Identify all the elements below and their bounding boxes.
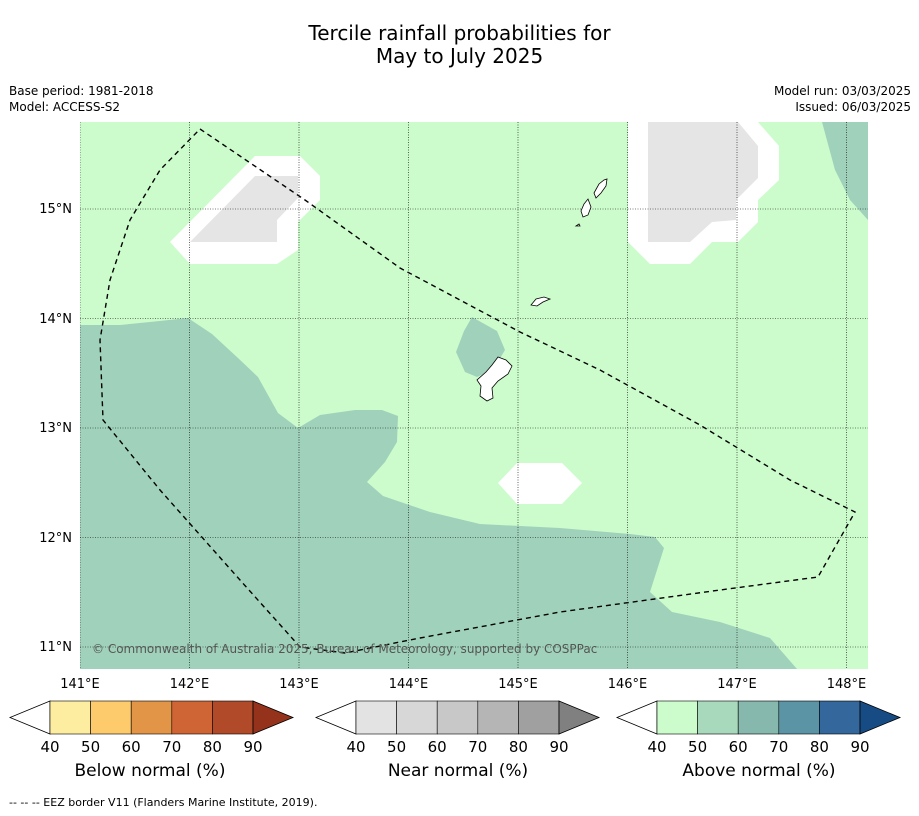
model-run: Model run: 03/03/2025 (773, 84, 911, 98)
colorbar-near-tick: 50 (387, 738, 406, 756)
lon-label-146: 146°E (608, 677, 648, 692)
colorbar-below-segment (130, 700, 173, 735)
colorbar-above: 40 50 60 70 80 90 (615, 700, 902, 756)
colorbar-above-segment (737, 700, 780, 735)
model-name: Model: ACCESS-S2 (9, 100, 121, 114)
island-aguijan (574, 223, 581, 227)
colorbar-above-tick: 40 (647, 738, 666, 756)
colorbar-above-segment (656, 700, 698, 735)
lon-label-143: 143°E (279, 677, 319, 692)
colorbar-near-segment (396, 700, 438, 735)
title-line-2: May to July 2025 (375, 44, 544, 68)
base-period: Base period: 1981-2018 (9, 84, 154, 98)
lat-labels: 15°N 14°N 13°N 12°N 11°N (39, 202, 72, 655)
colorbar-above-tick: 80 (810, 738, 829, 756)
colorbar-above-over (859, 700, 902, 735)
island-rota (530, 296, 552, 307)
graticule (80, 122, 868, 669)
map-area: © Commonwealth of Australia 2025, Bureau… (80, 122, 868, 669)
colorbar-below-tick: 60 (122, 738, 141, 756)
colorbar-near-segment (355, 700, 397, 735)
colorbar-above-segment (819, 700, 861, 735)
island-tinian (580, 198, 592, 218)
lon-label-141: 141°E (60, 677, 100, 692)
colorbar-below-tick: 40 (40, 738, 59, 756)
colorbar-below-segment (49, 700, 91, 735)
colorbar-below-tick: 50 (81, 738, 100, 756)
colorbar-above-tick: 70 (769, 738, 788, 756)
near-normal-region-northwest (190, 176, 298, 242)
colorbar-near-tick: 90 (549, 738, 568, 756)
lon-labels: 141°E 142°E 143°E 144°E 145°E 146°E 147°… (60, 677, 866, 692)
issued-date: Issued: 06/03/2025 (795, 100, 911, 114)
colorbar-near-tick: 80 (509, 738, 528, 756)
colorbar-below-segment (212, 700, 254, 735)
colorbar-title-below: Below normal (%) (74, 761, 226, 781)
no-dominant-region-center (498, 463, 582, 504)
lon-label-145: 145°E (498, 677, 538, 692)
footer-note: -- -- -- EEZ border V11 (Flanders Marine… (9, 796, 318, 809)
lat-label-15: 15°N (39, 202, 72, 217)
colorbar-near-tick: 40 (346, 738, 365, 756)
copyright-text: © Commonwealth of Australia 2025, Bureau… (92, 642, 597, 656)
near-normal-region-northeast (648, 122, 758, 242)
colorbar-below: 40 50 60 70 80 90 (8, 700, 295, 756)
lat-label-14: 14°N (39, 312, 72, 327)
colorbar-below-under (8, 700, 51, 735)
lon-label-147: 147°E (717, 677, 757, 692)
islands (476, 178, 608, 402)
colorbar-title-near: Near normal (%) (387, 761, 529, 781)
lon-label-148: 148°E (827, 677, 867, 692)
colorbar-above-tick: 50 (688, 738, 707, 756)
colorbar-near-segment (518, 700, 560, 735)
colorbar-above-segment (697, 700, 739, 735)
colorbar-title-above: Above normal (%) (682, 761, 836, 781)
colorbar-near-over (558, 700, 601, 735)
colorbar-above-tick: 60 (729, 738, 748, 756)
above-50-60-region-northeast (822, 122, 868, 220)
eez-border (99, 128, 856, 654)
meta-right: Model run: 03/03/2025 Issued: 06/03/2025 (774, 83, 911, 115)
colorbar-below-segment (171, 700, 213, 735)
colorbar-near-under (314, 700, 357, 735)
meta-left: Base period: 1981-2018 Model: ACCESS-S2 (9, 83, 154, 115)
chart-title: Tercile rainfall probabilities for May t… (0, 22, 919, 68)
above-50-60-region-south (80, 318, 797, 669)
lat-label-13: 13°N (39, 421, 72, 436)
colorbar-above-tick: 90 (850, 738, 869, 756)
lon-label-142: 142°E (170, 677, 210, 692)
island-guam (476, 356, 513, 402)
colorbar-below-tick: 80 (203, 738, 222, 756)
colorbar-near: 40 50 60 70 80 90 (314, 700, 601, 756)
lat-label-11: 11°N (39, 640, 72, 655)
colorbar-below-tick: 70 (162, 738, 181, 756)
colorbar-near-tick: 70 (468, 738, 487, 756)
title-line-1: Tercile rainfall probabilities for (308, 21, 611, 45)
lon-label-144: 144°E (389, 677, 429, 692)
colorbar-below-tick: 90 (243, 738, 262, 756)
lat-label-12: 12°N (39, 531, 72, 546)
colorbar-above-under (615, 700, 658, 735)
colorbar-below-segment (90, 700, 132, 735)
colorbars: 40 50 60 70 80 90 40 50 60 70 80 90 40 50 60 70 80 90 (8, 700, 902, 756)
colorbar-near-segment (477, 700, 519, 735)
colorbar-near-tick: 60 (428, 738, 447, 756)
colorbar-below-over (252, 700, 295, 735)
colorbar-above-segment (778, 700, 820, 735)
island-saipan (593, 178, 608, 199)
colorbar-near-segment (436, 700, 479, 735)
above-50-60-region-guam (456, 317, 505, 377)
